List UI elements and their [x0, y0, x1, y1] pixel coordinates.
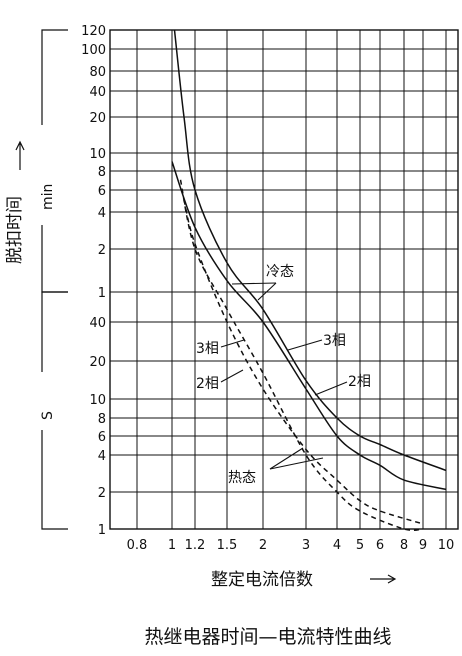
unit-min-label: min: [40, 184, 56, 210]
series-line-hot-2phase: [183, 199, 424, 525]
y-axis-arrow-icon: [15, 140, 25, 170]
x-axis-label: 整定电流倍数: [211, 570, 313, 590]
y-axis-label: 脱扣时间: [5, 196, 25, 264]
y-tick-label: 4: [98, 449, 106, 464]
label-2phase-hot: 2相: [196, 376, 219, 392]
x-tick-label: 4: [333, 538, 341, 553]
x-tick-label: 0.8: [127, 538, 148, 553]
leader-cold-b: [231, 282, 277, 285]
chart-curves: [171, 29, 447, 532]
series-line-cold-2phase: [171, 161, 447, 491]
label-hot-state: 热态: [228, 470, 256, 486]
min-bracket-top: [41, 29, 68, 125]
unit-brackets: [41, 29, 68, 530]
leader-cold-a: [257, 282, 277, 301]
y-tick-label: 1: [98, 523, 106, 538]
y-tick-label: 40: [89, 316, 106, 331]
x-tick-label: 3: [302, 538, 310, 553]
y-tick-label: 6: [98, 430, 106, 445]
y-tick-label: 40: [89, 85, 106, 100]
x-tick-label: 5: [356, 538, 364, 553]
x-tick-label: 2: [259, 538, 267, 553]
leader-hot-a: [269, 447, 304, 470]
y-tick-label: 120: [81, 24, 106, 39]
x-axis-arrow-icon: [370, 574, 397, 584]
leader-3phase-hot: [220, 339, 245, 348]
x-tick-label: 10: [438, 538, 455, 553]
leader-2phase-cold: [314, 381, 348, 396]
leader-hot-b: [269, 457, 324, 470]
y-tick-label: 10: [89, 393, 106, 408]
y-tick-label: 10: [89, 147, 106, 162]
y-tick-label: 80: [89, 65, 106, 80]
x-tick-label: 8: [400, 538, 408, 553]
series-line-cold-3phase: [173, 29, 447, 472]
min-bracket-bottom: [41, 225, 68, 293]
x-tick-label: 1.5: [217, 538, 238, 553]
x-tick-label: 1: [168, 538, 176, 553]
label-3phase-cold: 3相: [323, 333, 346, 349]
x-axis-ticks: 0.8 1 1.2 1.5 2 3 4 5 6 8 9 10: [127, 538, 455, 553]
y-tick-label: 100: [81, 43, 106, 58]
x-tick-label: 6: [376, 538, 384, 553]
x-tick-label: 1.2: [185, 538, 206, 553]
leader-2phase-hot: [220, 369, 244, 383]
x-tick-label: 9: [419, 538, 427, 553]
label-3phase-hot: 3相: [196, 341, 219, 357]
y-tick-label: 2: [98, 243, 106, 258]
y-axis-ticks: 120 100 80 40 20 10 8 6 4 2 1 40 20 10 8 6 4 2 1: [81, 24, 106, 538]
y-tick-label: 8: [98, 165, 106, 180]
y-tick-label: 6: [98, 184, 106, 199]
y-tick-label: 4: [98, 206, 106, 221]
chart-grid: [109, 29, 459, 530]
unit-s-label: S: [40, 411, 56, 420]
y-tick-label: 20: [89, 355, 106, 370]
y-tick-label: 1: [98, 286, 106, 301]
y-tick-label: 8: [98, 412, 106, 427]
label-2phase-cold: 2相: [348, 374, 371, 390]
leader-3phase-cold: [287, 339, 323, 351]
s-bracket-top: [41, 291, 68, 372]
y-tick-label: 20: [89, 111, 106, 126]
chart-title: 热继电器时间—电流特性曲线: [144, 626, 391, 648]
label-cold-state: 冷态: [266, 264, 294, 280]
y-tick-label: 2: [98, 486, 106, 501]
s-bracket-bottom: [41, 430, 68, 530]
